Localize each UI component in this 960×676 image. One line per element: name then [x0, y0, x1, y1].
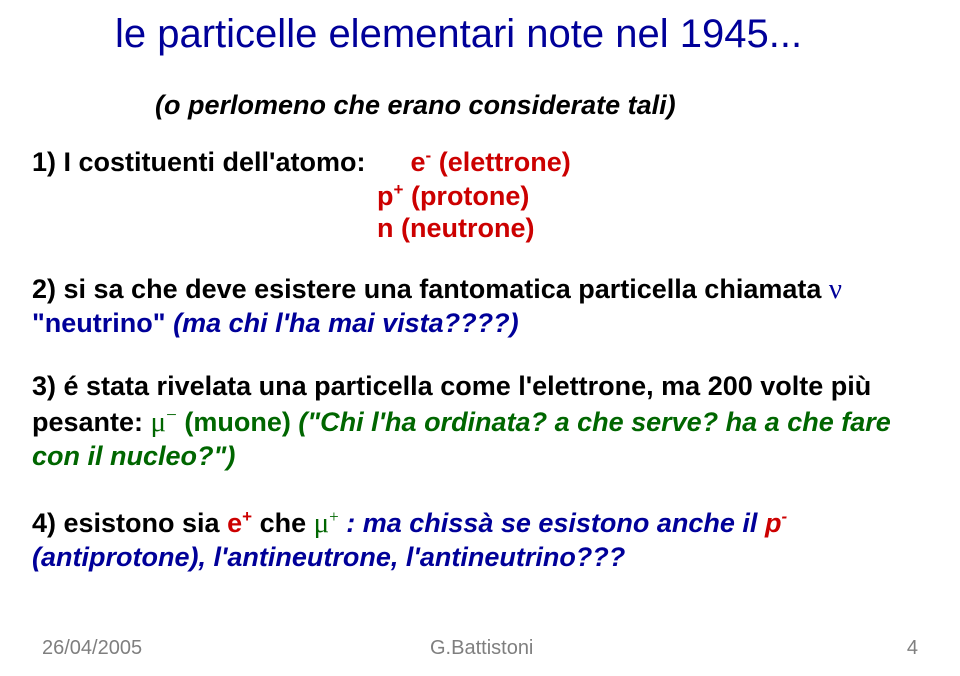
item-2-question: (ma chi l'ha mai vista????) — [173, 308, 519, 338]
positron-charge: + — [242, 507, 252, 526]
antimuon-charge: + — [329, 507, 339, 526]
item-4: 4) esistono sia e+ che μ+ : ma chissà se… — [32, 505, 932, 575]
proton-symbol: p — [377, 181, 394, 211]
item-3: 3) é stata rivelata una particella come … — [32, 370, 932, 474]
neutrino-name: "neutrino" — [32, 308, 166, 338]
muon-charge: − — [166, 405, 177, 426]
electron-label: (elettrone) — [439, 147, 571, 177]
footer-date: 26/04/2005 — [42, 637, 142, 660]
item-2: 2) si sa che deve esistere una fantomati… — [32, 271, 932, 341]
electron-symbol: e — [410, 147, 425, 177]
muon-symbol: μ — [151, 406, 167, 438]
antiproton-charge: - — [781, 507, 787, 526]
item-4-text-c: : ma chissà se esistono anche il — [346, 508, 765, 538]
slide-title: le particelle elementari note nel 1945..… — [115, 12, 802, 57]
footer-author: G.Battistoni — [430, 637, 533, 660]
antimuon-symbol: μ — [314, 507, 330, 539]
proton-charge: + — [394, 180, 404, 199]
item-2-text-a: 2) si sa che deve esistere una fantomati… — [32, 274, 829, 304]
neutron-symbol: n — [377, 213, 394, 243]
subtitle-text: (o perlomeno che erano considerate tali) — [155, 90, 676, 120]
footer-page: 4 — [907, 637, 918, 660]
muon-name: (muone) — [184, 407, 290, 437]
neutron-label: (neutrone) — [401, 213, 534, 243]
antiproton-symbol: p — [765, 508, 782, 538]
item-1-line-1: 1) I costituenti dell'atomo: e- (elettro… — [32, 145, 571, 180]
item-4-text-a: 4) esistono sia — [32, 508, 227, 538]
slide-subtitle: (o perlomeno che erano considerate tali) — [155, 90, 676, 121]
proton-label: (protone) — [411, 181, 529, 211]
positron-symbol: e — [227, 508, 242, 538]
neutrino-symbol: ν — [829, 273, 842, 305]
item-1-line-3: n (neutrone) — [377, 212, 535, 246]
title-text: le particelle elementari note nel 1945..… — [115, 12, 802, 56]
item-1-lead: 1) I costituenti dell'atomo: — [32, 147, 365, 177]
electron-charge: - — [426, 146, 432, 165]
item-1-line-2: p+ (protone) — [377, 179, 529, 214]
item-4-text-d: (antiprotone), l'antineutrone, l'antineu… — [32, 542, 625, 572]
item-4-text-b: che — [260, 508, 314, 538]
